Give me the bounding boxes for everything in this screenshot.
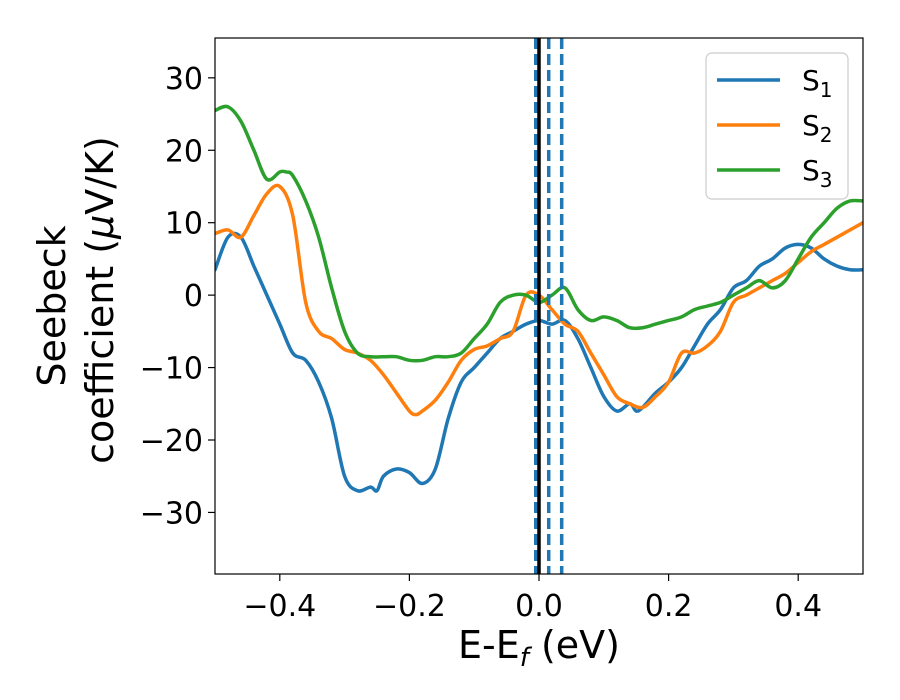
x-axis-title: E-Ef (eV): [458, 623, 620, 673]
legend: S1 S2 S3: [705, 52, 849, 200]
y-tick-label: −30: [140, 496, 203, 531]
y-axis-ticks: −30 −20 −10 0 10 20 30: [140, 62, 215, 531]
legend-label-s2: S2: [802, 109, 833, 147]
y-tick-label: 30: [165, 62, 203, 97]
series-line-s2: [215, 183, 863, 417]
reference-lines: [534, 38, 564, 574]
x-axis-ticks: −0.4 −0.2 0.0 0.2 0.4: [243, 574, 822, 624]
x-tick-label: 0.0: [515, 589, 563, 624]
y-axis-title-line1: Seebeck: [30, 225, 74, 386]
x-tick-label: 0.4: [774, 589, 822, 624]
y-axis-title-line2: coefficient (μV/K): [78, 136, 122, 464]
x-tick-label: 0.2: [645, 589, 693, 624]
legend-label-s1: S1: [802, 64, 833, 102]
y-tick-label: −10: [140, 352, 203, 387]
y-tick-label: 20: [165, 134, 203, 169]
x-tick-label: −0.2: [373, 589, 446, 624]
legend-label-s3: S3: [802, 154, 833, 192]
y-tick-label: 10: [165, 207, 203, 242]
y-tick-label: 0: [184, 279, 203, 314]
x-tick-label: −0.4: [243, 589, 316, 624]
y-tick-label: −20: [140, 424, 203, 459]
series-line-s3: [215, 104, 863, 363]
